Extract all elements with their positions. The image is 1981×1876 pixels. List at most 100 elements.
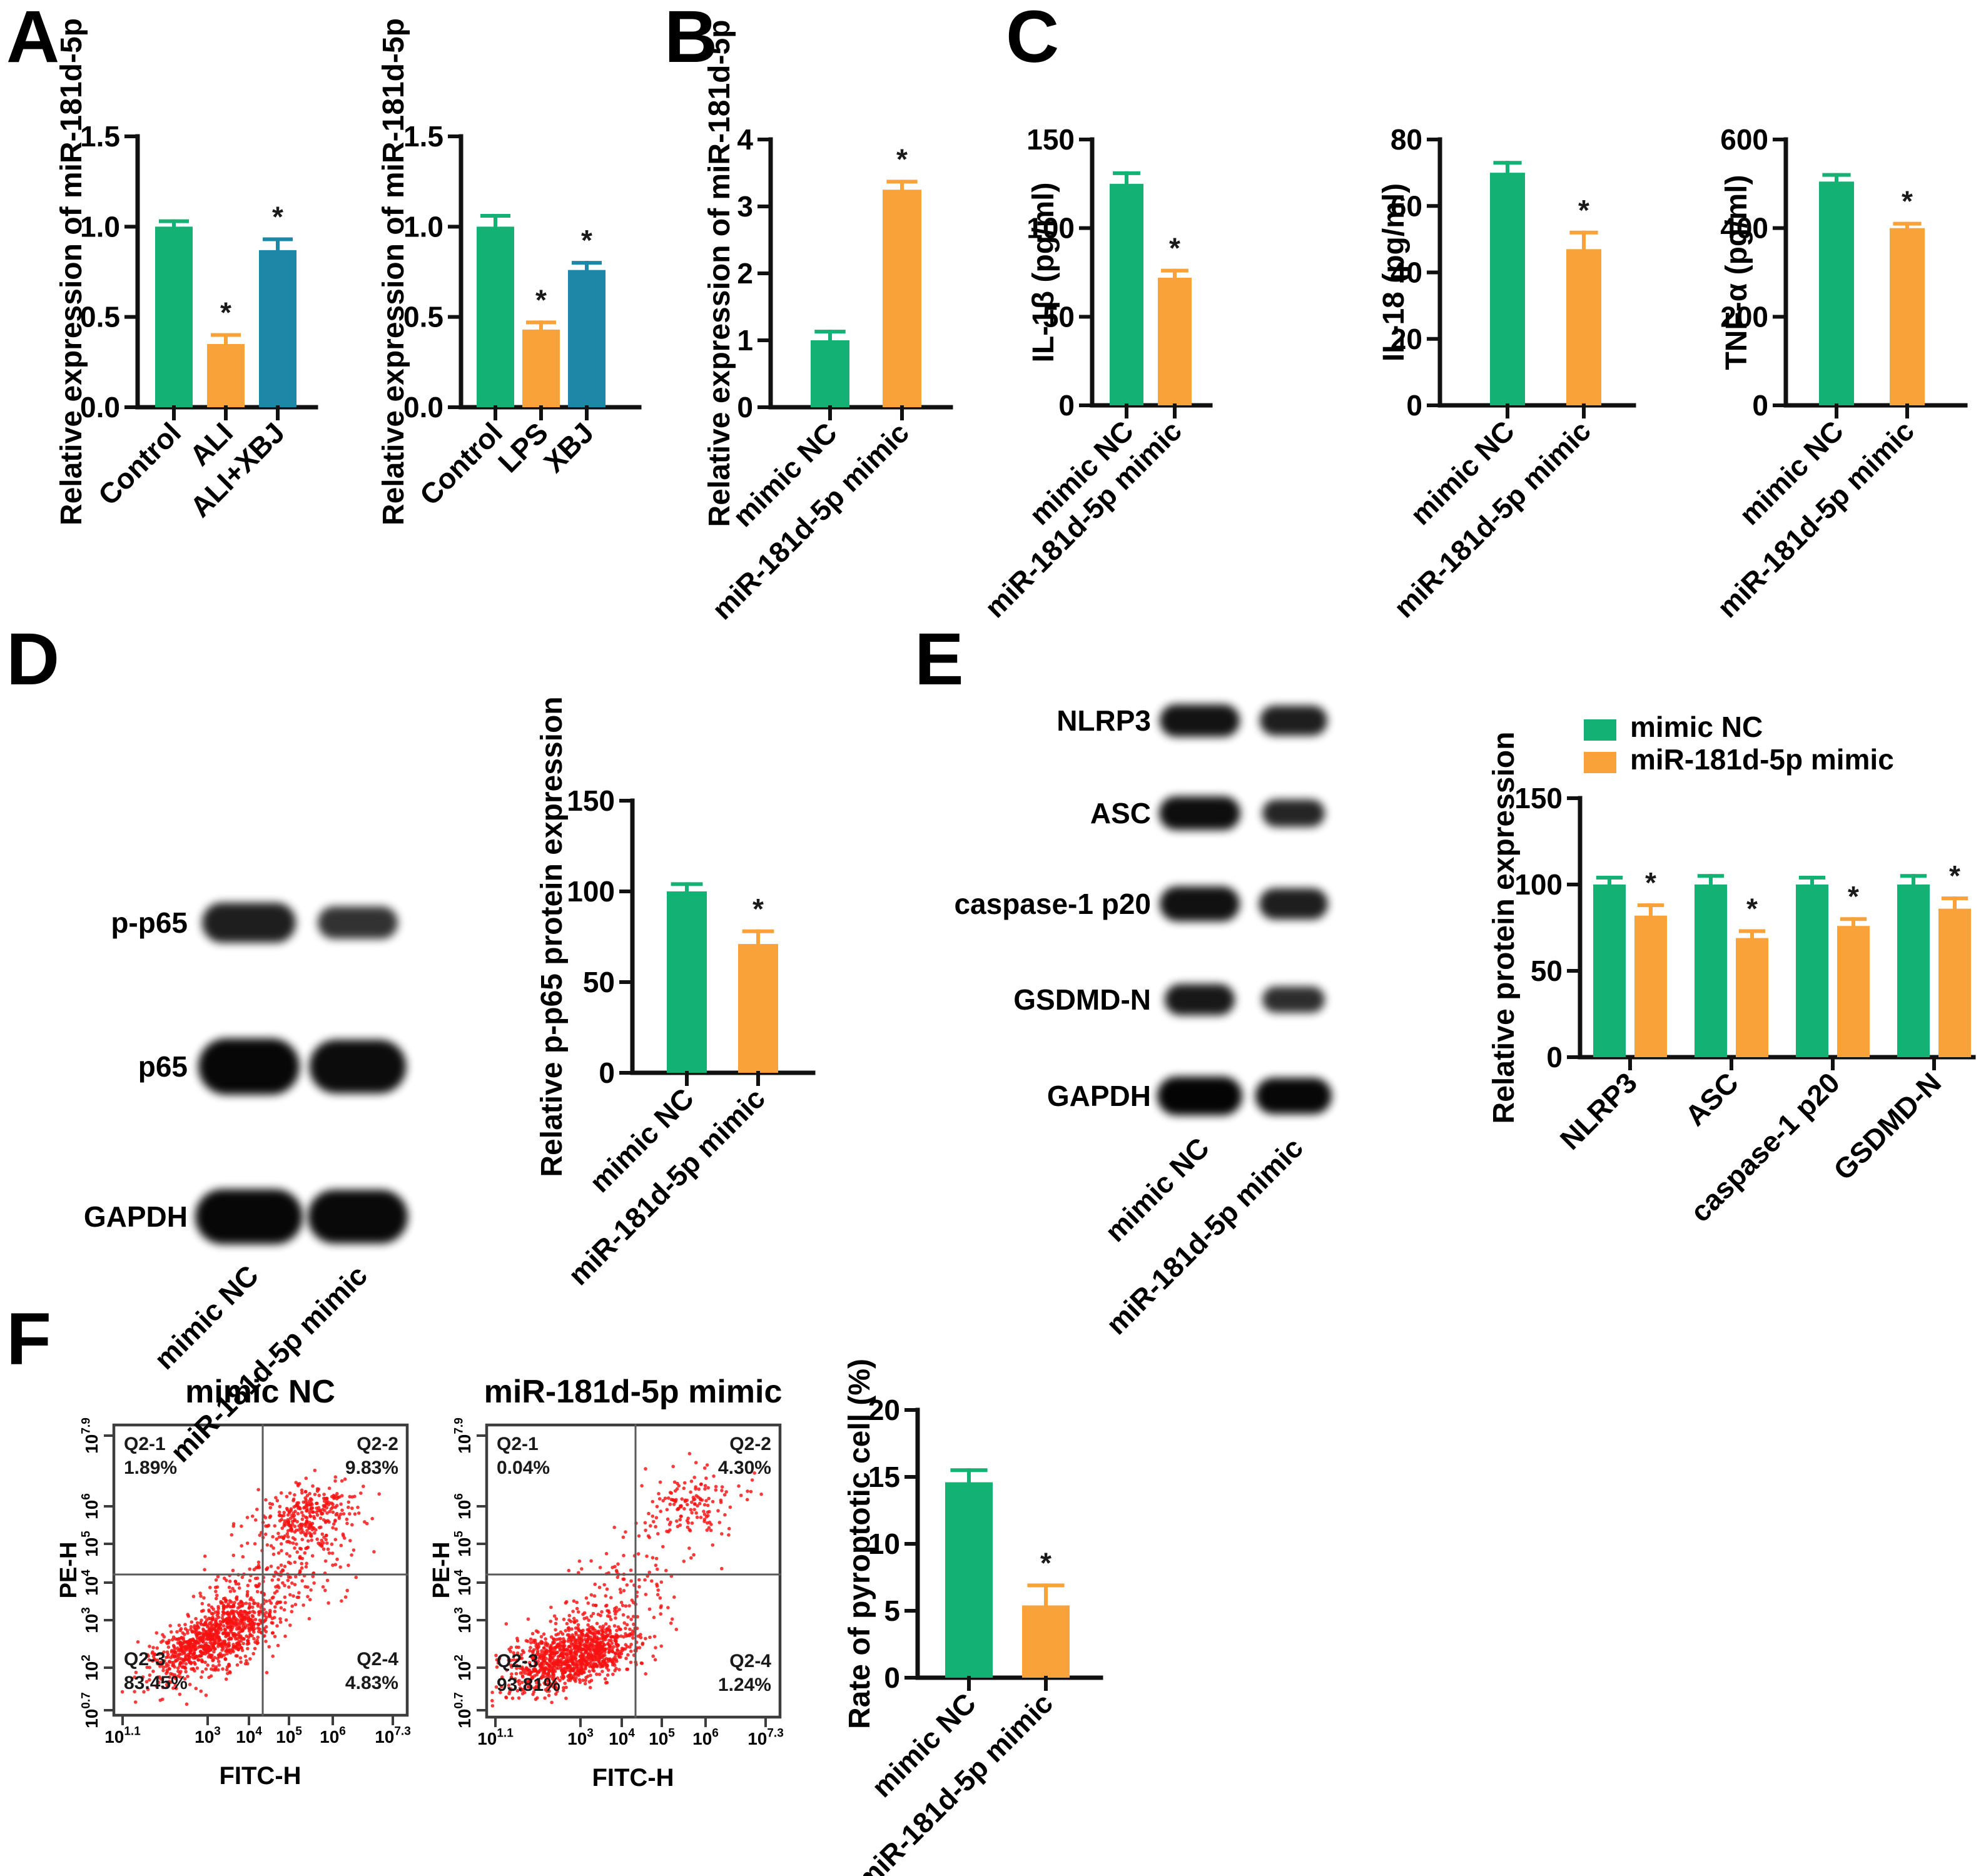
scatter-dot [661,1544,665,1549]
x-category-label: ASC [1679,1066,1745,1132]
scatter-dot [253,1646,257,1651]
scatter-dot [717,1521,722,1524]
scatter-dot [284,1618,288,1622]
scatter-dot [252,1636,256,1641]
scatter-dot [210,1626,214,1630]
scatter-dot [656,1593,660,1597]
scatter-dot [241,1641,246,1646]
scatter-dot [537,1670,541,1673]
scatter-dot [554,1692,558,1696]
scatter-dot [333,1538,338,1541]
scatter-dot [509,1663,513,1667]
scatter-dot [544,1637,547,1641]
scatter-dot [540,1641,544,1645]
scatter-dot [300,1488,304,1493]
scatter-dot [672,1503,676,1506]
scatter-dot [543,1659,547,1663]
scatter-dot [224,1631,228,1636]
scatter-dot [584,1596,589,1600]
scatter-dot [494,1685,499,1689]
blot-band [1260,706,1327,736]
bar-mimic NC [945,1482,993,1678]
scatter-dot [299,1523,303,1526]
scatter-dot [520,1656,524,1660]
scatter-dot [340,1494,344,1498]
scatter-dot [208,1641,212,1645]
scatter-dot [167,1680,171,1683]
scatter-dot [542,1646,546,1650]
x-category-label: Control [92,416,187,511]
y-tick-label: 100 [567,875,615,908]
scatter-dot [317,1526,322,1529]
scatter-dot [678,1504,682,1508]
scatter-dot [155,1658,160,1662]
scatter-dot [592,1594,597,1598]
scatter-dot [180,1649,184,1653]
scatter-dot [258,1609,263,1613]
scatter-dot [295,1528,298,1533]
tspan: 10 [455,1709,474,1728]
scatter-dot [586,1623,590,1627]
scatter-dot [692,1508,696,1511]
scatter-dot [341,1532,345,1536]
scatter-dot [303,1551,307,1555]
scatter-dot [226,1633,231,1638]
scatter-dot [587,1680,592,1684]
y-tick-label: 50 [1531,955,1563,987]
scatter-dot [669,1621,673,1625]
scatter-dot [200,1660,204,1663]
scatter-dot [534,1629,539,1633]
y-tick-label: 0.5 [403,301,443,333]
quadrant-percent: 1.24% [718,1675,771,1695]
scatter-dot [306,1539,310,1543]
scatter-dot [230,1636,233,1641]
scatter-dot [746,1489,749,1493]
scatter-dot [231,1522,236,1526]
scatter-dot [682,1559,686,1563]
flow-x-axis-label: FITC-H [592,1764,674,1792]
scatter-dot [606,1668,611,1672]
scatter-dot [267,1645,271,1649]
scatter-dot [683,1498,687,1502]
y-axis-label: IL-1β (pg/ml) [1027,183,1060,363]
scatter-dot [205,1618,209,1622]
scatter-dot [256,1626,260,1630]
blot-band [318,906,398,939]
scatter-dot [631,1629,635,1633]
scatter-dot [600,1670,604,1673]
scatter-dot [711,1499,715,1504]
scatter-dot [595,1640,599,1643]
scatter-dot [208,1633,212,1637]
flow-x-tick-label: 105 [649,1726,675,1748]
flow-y-tick-label: 104 [79,1569,101,1596]
scatter-dot [190,1620,194,1624]
quadrant-name: Q2-3 [124,1649,166,1670]
scatter-dot [589,1614,594,1618]
scatter-dot [178,1628,183,1633]
scatter-dot [300,1491,304,1495]
scatter-dot [566,1678,570,1682]
scatter-dot [225,1645,229,1650]
scatter-dot [333,1563,338,1566]
scatter-dot [544,1688,547,1692]
scatter-dot [574,1638,578,1642]
scatter-dot [614,1639,618,1643]
scatter-dot [562,1637,565,1641]
scatter-dot [724,1490,728,1494]
scatter-dot [245,1592,250,1596]
tspan: 6 [79,1493,93,1500]
tspan: 10 [455,1538,474,1557]
scatter-dot [602,1583,606,1587]
scatter-dot [654,1563,658,1568]
scatter-dot [556,1632,560,1636]
x-category-label: miR-181d-5p mimic [978,414,1188,624]
scatter-dot [539,1635,544,1639]
scatter-dot [166,1641,171,1645]
scatter-dot [626,1615,630,1619]
tspan: 2 [79,1655,93,1661]
scatter-dot [533,1656,537,1661]
scatter-dot [273,1635,277,1638]
y-tick-label: 1 [737,324,753,357]
scatter-dot [269,1544,273,1548]
scatter-dot [163,1659,166,1663]
